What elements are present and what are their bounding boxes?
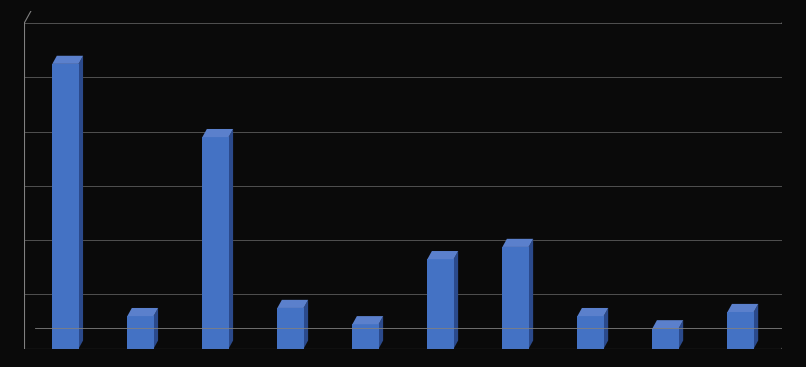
Polygon shape	[229, 129, 233, 349]
Bar	[277, 308, 304, 349]
Polygon shape	[379, 316, 383, 349]
Polygon shape	[502, 239, 533, 247]
Polygon shape	[577, 308, 609, 316]
Bar	[127, 316, 154, 349]
Polygon shape	[304, 300, 308, 349]
Bar	[202, 137, 229, 349]
Polygon shape	[652, 320, 683, 328]
Polygon shape	[127, 308, 158, 316]
Polygon shape	[78, 56, 83, 349]
Bar	[427, 259, 454, 349]
Polygon shape	[529, 239, 533, 349]
Polygon shape	[277, 300, 308, 308]
Polygon shape	[728, 304, 758, 312]
Polygon shape	[202, 129, 233, 137]
Bar	[502, 247, 529, 349]
Bar	[652, 328, 679, 349]
Polygon shape	[604, 308, 609, 349]
Polygon shape	[52, 56, 83, 64]
Polygon shape	[154, 308, 158, 349]
Polygon shape	[754, 304, 758, 349]
Bar	[577, 316, 604, 349]
Bar	[728, 312, 754, 349]
Polygon shape	[454, 251, 458, 349]
Polygon shape	[679, 320, 683, 349]
Bar	[352, 324, 379, 349]
Polygon shape	[427, 251, 458, 259]
Bar	[52, 64, 78, 349]
Polygon shape	[352, 316, 383, 324]
